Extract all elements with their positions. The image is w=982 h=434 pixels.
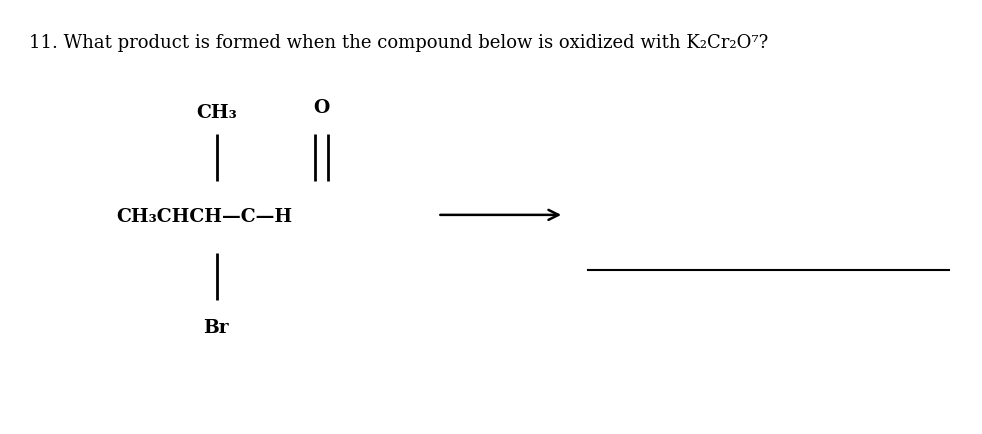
Text: Br: Br — [203, 319, 229, 337]
Text: CH₃CHCH—C—H: CH₃CHCH—C—H — [116, 208, 293, 226]
Text: O: O — [313, 99, 330, 118]
Text: 11. What product is formed when the compound below is oxidized with K₂Cr₂O⁷?: 11. What product is formed when the comp… — [28, 34, 768, 52]
Text: CH₃: CH₃ — [196, 104, 237, 122]
